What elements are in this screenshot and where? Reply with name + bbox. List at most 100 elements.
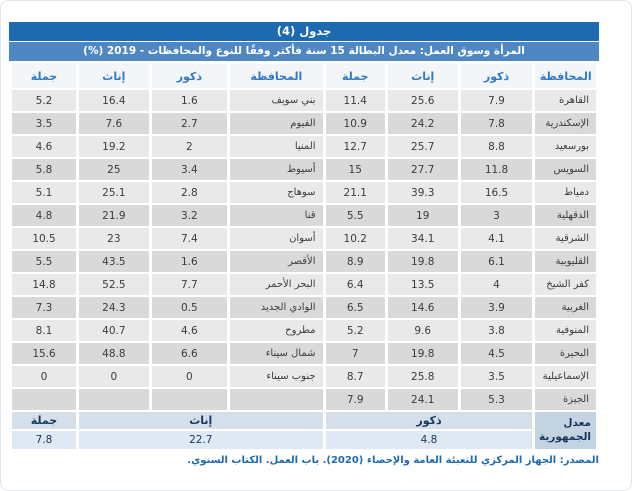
males-value-cell: 0 [151,366,228,387]
governorate-cell: أسيوط [230,159,323,180]
males-value-cell: 3 [460,205,533,226]
males-value-cell: 2 [151,136,228,157]
females-value-cell: 16.4 [79,90,149,111]
governorate-cell: كفر الشيخ [535,274,596,295]
total-value-cell: 7.9 [325,389,385,410]
governorate-cell: بني سويف [230,90,323,111]
governorate-cell: مطروح [230,320,323,341]
table-row: الجيزة 5.3 24.1 7.9 [12,389,596,410]
governorate-cell: سوهاج [230,182,323,203]
governorate-cell: بورسعيد [535,136,596,157]
males-value-cell: 1.6 [151,251,228,272]
table-row: كفر الشيخ 4 13.5 6.4 البحر الأحمر 7.7 52… [12,274,596,295]
table-row: القاهرة 7.9 25.6 11.4 بني سويف 1.6 16.4 … [12,90,596,111]
total-value-cell: 12.7 [325,136,385,157]
republic-rate-label: معدل الجمهورية [535,412,596,449]
governorate-cell: الفيوم [230,113,323,134]
column-header-males: ذكور [460,64,533,88]
table-row: الإسماعيلية 3.5 25.8 8.7 جنوب سيناء 0 0 … [12,366,596,387]
governorate-cell: الإسكندرية [535,113,596,134]
total-value-cell: 3.5 [12,113,77,134]
females-value-cell: 13.5 [387,274,458,295]
source-note: المصدر: الجهاز المركزي للتعبئة العامة وا… [187,455,599,466]
summary-values-row: 4.8 22.7 7.8 [12,431,596,449]
governorate-cell: الشرقية [535,228,596,249]
total-value-cell: 6.4 [325,274,385,295]
total-value-cell: 7.3 [12,297,77,318]
statistics-table: جدول (4) المرأة وسوق العمل: معدل البطالة… [9,22,599,466]
governorate-cell: الدقهلية [535,205,596,226]
females-value-cell: 23 [79,228,149,249]
table-row: الشرقية 4.1 34.1 10.2 أسوان 7.4 23 10.5 [12,228,596,249]
governorate-cell: جنوب سيناء [230,366,323,387]
governorate-cell: الإسماعيلية [535,366,596,387]
total-value-cell: 5.1 [12,182,77,203]
column-header-males: ذكور [151,64,228,88]
column-header-total: جملة [12,64,77,88]
females-value-cell: 25.6 [387,90,458,111]
females-value-cell: 24.3 [79,297,149,318]
table-row: القليوبية 6.1 19.8 8.9 الأقصر 1.6 43.5 5… [12,251,596,272]
total-value-cell: 5.5 [325,205,385,226]
females-value-cell: 7.6 [79,113,149,134]
governorate-cell: البحيرة [535,343,596,364]
males-value-cell: 2.7 [151,113,228,134]
total-value-cell: 0 [12,366,77,387]
females-value-cell: 19.8 [387,251,458,272]
table-row: الإسكندرية 7.8 24.2 10.9 الفيوم 2.7 7.6 … [12,113,596,134]
males-value-cell [151,389,228,410]
females-value-cell: 24.1 [387,389,458,410]
governorate-cell: القاهرة [535,90,596,111]
summary-total-value: 7.8 [12,431,77,449]
females-value-cell: 34.1 [387,228,458,249]
governorate-cell: المنيا [230,136,323,157]
females-value-cell: 25 [79,159,149,180]
males-value-cell: 6.1 [460,251,533,272]
males-value-cell: 4 [460,274,533,295]
governorate-cell: أسوان [230,228,323,249]
total-value-cell: 5.5 [12,251,77,272]
males-value-cell: 3.4 [151,159,228,180]
males-value-cell: 7.9 [460,90,533,111]
females-value-cell: 25.8 [387,366,458,387]
total-value-cell: 8.7 [325,366,385,387]
males-value-cell: 3.8 [460,320,533,341]
table-row: الدقهلية 3 19 5.5 قنا 3.2 21.9 4.8 [12,205,596,226]
table-row: دمياط 16.5 39.3 21.1 سوهاج 2.8 25.1 5.1 [12,182,596,203]
total-value-cell [12,389,77,410]
males-value-cell: 8.8 [460,136,533,157]
governorate-cell: الغربية [535,297,596,318]
females-value-cell: 19 [387,205,458,226]
males-value-cell: 5.3 [460,389,533,410]
total-value-cell: 10.2 [325,228,385,249]
unemployment-table: المحافظة ذكور إناث جملة المحافظة ذكور إن… [9,62,599,451]
column-header-governorate: المحافظة [535,64,596,88]
governorate-cell: شمال سيناء [230,343,323,364]
females-value-cell: 24.2 [387,113,458,134]
table-number: جدول (4) [276,24,332,38]
summary-females-value: 22.7 [79,431,323,449]
males-value-cell: 3.2 [151,205,228,226]
table-title-bar: المرأة وسوق العمل: معدل البطالة 15 سنة ف… [9,42,599,61]
males-value-cell: 1.6 [151,90,228,111]
governorate-cell [230,389,323,410]
females-value-cell: 43.5 [79,251,149,272]
males-value-cell: 4.6 [151,320,228,341]
total-value-cell: 5.2 [325,320,385,341]
summary-header-row: معدل الجمهورية ذكور إناث جملة [12,412,596,449]
table-row: الغربية 3.9 14.6 6.5 الوادي الجديد 0.5 2… [12,297,596,318]
column-header-total: جملة [325,64,385,88]
table-number-bar: جدول (4) [9,22,599,41]
governorate-cell: القليوبية [535,251,596,272]
females-value-cell: 19.8 [387,343,458,364]
summary-males-label: ذكور [325,412,533,429]
total-value-cell: 15.6 [12,343,77,364]
females-value-cell: 39.3 [387,182,458,203]
header-row: المحافظة ذكور إناث جملة المحافظة ذكور إن… [12,64,596,88]
table-row: السويس 11.8 27.7 15 أسيوط 3.4 25 5.8 [12,159,596,180]
females-value-cell [79,389,149,410]
females-value-cell: 40.7 [79,320,149,341]
table-row: المنوفية 3.8 9.6 5.2 مطروح 4.6 40.7 8.1 [12,320,596,341]
governorate-cell: الجيزة [535,389,596,410]
